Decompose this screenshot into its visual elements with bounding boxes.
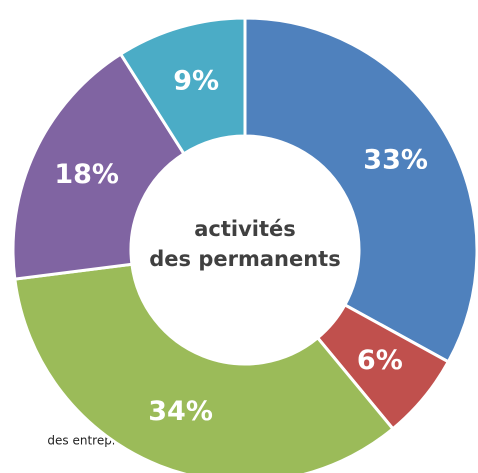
value-label: 33% bbox=[363, 144, 428, 175]
segment bbox=[13, 262, 395, 473]
value-label: 34% bbox=[148, 396, 213, 427]
segment bbox=[243, 16, 478, 364]
segment bbox=[11, 52, 186, 281]
value-label: 6% bbox=[357, 345, 403, 376]
center-text: activités bbox=[194, 217, 296, 241]
ring bbox=[11, 16, 478, 473]
value-label: 9% bbox=[173, 65, 219, 96]
value-label: 18% bbox=[54, 159, 119, 190]
segment bbox=[118, 16, 247, 156]
center-text: des permanents bbox=[149, 247, 340, 271]
